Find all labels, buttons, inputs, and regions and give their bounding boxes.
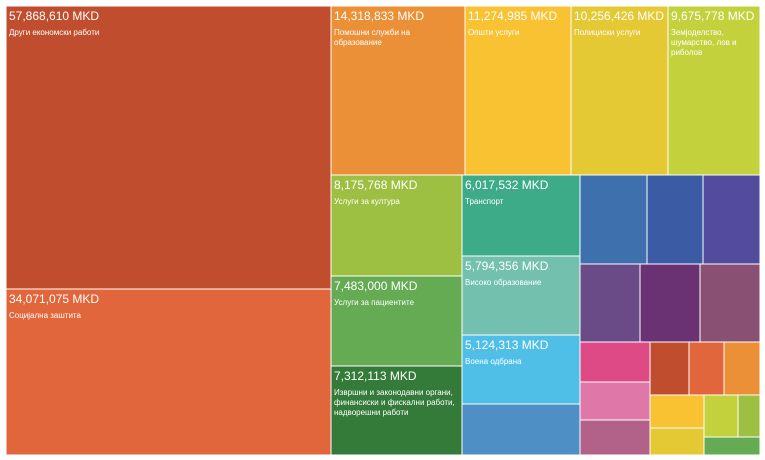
treemap-tile[interactable] bbox=[330, 365, 463, 456]
treemap-tile[interactable] bbox=[667, 5, 761, 176]
treemap-tile[interactable] bbox=[464, 5, 572, 176]
treemap-tile[interactable] bbox=[579, 341, 651, 383]
treemap-tile[interactable] bbox=[579, 419, 651, 456]
treemap-tile[interactable] bbox=[579, 381, 651, 421]
treemap-tile[interactable] bbox=[703, 394, 739, 438]
treemap-tile[interactable] bbox=[646, 174, 704, 265]
treemap-tile[interactable] bbox=[461, 174, 581, 257]
treemap-tile[interactable] bbox=[688, 341, 725, 396]
treemap-tile[interactable] bbox=[570, 5, 669, 176]
treemap-tile[interactable] bbox=[649, 394, 705, 429]
treemap-tile[interactable] bbox=[330, 174, 463, 277]
treemap-tile[interactable] bbox=[5, 5, 332, 290]
treemap-tile[interactable] bbox=[579, 263, 641, 343]
treemap-tile[interactable] bbox=[737, 394, 761, 438]
treemap-tile[interactable] bbox=[461, 334, 581, 405]
treemap-tile[interactable] bbox=[461, 255, 581, 336]
treemap-tile[interactable] bbox=[649, 427, 705, 456]
treemap-tile[interactable] bbox=[579, 174, 648, 265]
treemap-tile[interactable] bbox=[699, 263, 761, 343]
treemap-tile[interactable] bbox=[5, 288, 332, 456]
treemap-tile[interactable] bbox=[723, 341, 761, 396]
treemap-tile[interactable] bbox=[461, 403, 581, 456]
treemap-tile[interactable] bbox=[702, 174, 761, 265]
treemap-tile[interactable] bbox=[330, 275, 463, 367]
treemap-tile[interactable] bbox=[649, 341, 690, 396]
treemap-tile[interactable] bbox=[330, 5, 466, 176]
treemap-tile[interactable] bbox=[639, 263, 701, 343]
treemap-tile[interactable] bbox=[703, 436, 761, 456]
